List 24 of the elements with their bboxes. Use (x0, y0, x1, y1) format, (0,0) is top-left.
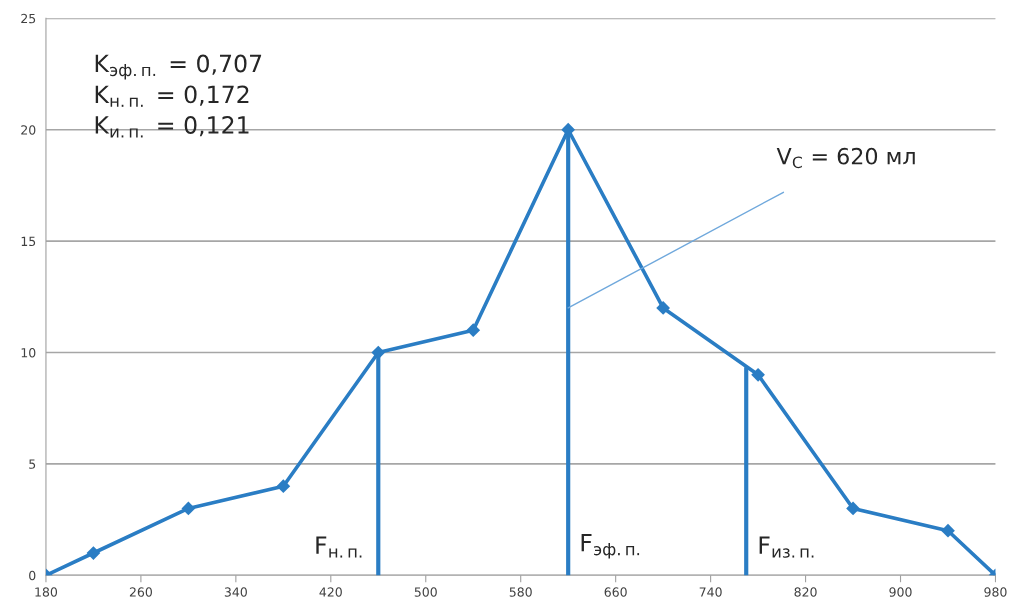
x-tick-label: 580 (509, 587, 532, 597)
y-tick-label: 0 (29, 570, 36, 581)
annotation: K$_{н.п.}$ = 0,172 (95, 85, 249, 107)
y-tick-label: 25 (21, 13, 36, 24)
x-tick-label: 900 (889, 587, 912, 597)
annotation: F$_{н.п.}$ (316, 536, 362, 558)
x-tick-label: 660 (604, 587, 627, 597)
annotation: K$_{и.п.}$ = 0,121 (95, 116, 249, 138)
x-tick-label: 500 (414, 587, 437, 597)
x-tick-label: 340 (224, 587, 247, 597)
annotation: F$_{эф.п.}$ (581, 534, 640, 559)
x-tick-label: 420 (319, 587, 342, 597)
x-tick-label: 260 (129, 587, 152, 597)
y-tick-label: 5 (29, 459, 36, 469)
x-tick-label: 980 (984, 587, 1007, 597)
y-tick-label: 20 (21, 125, 36, 135)
annotation: K$_{эф.п.}$ = 0,707 (95, 54, 262, 80)
y-tick-label: 10 (21, 347, 36, 358)
x-tick-label: 180 (35, 587, 58, 597)
annotation: V$_{С}$ = 620 мл (776, 147, 915, 169)
x-tick-label: 820 (794, 587, 817, 597)
x-tick-label: 740 (699, 587, 722, 597)
annotation: F$_{из.п.}$ (759, 536, 814, 558)
y-tick-label: 15 (21, 236, 36, 247)
